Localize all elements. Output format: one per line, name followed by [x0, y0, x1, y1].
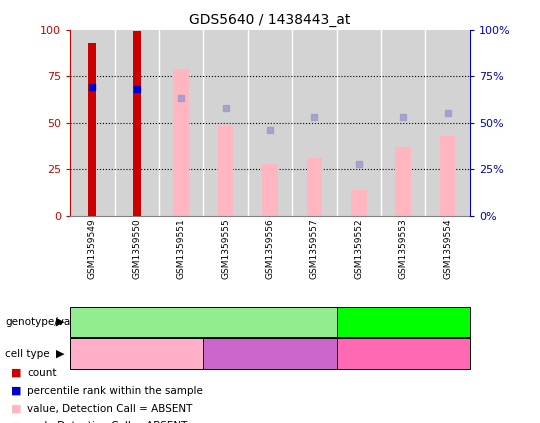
- Bar: [248, 30, 292, 216]
- Bar: [70, 30, 114, 216]
- Text: ■: ■: [11, 421, 21, 423]
- Text: ■: ■: [11, 386, 21, 396]
- Text: ■: ■: [11, 368, 21, 378]
- Bar: [204, 30, 248, 216]
- Bar: [440, 136, 455, 216]
- Bar: [381, 30, 426, 216]
- Bar: [351, 190, 367, 216]
- Text: cell type: cell type: [5, 349, 50, 359]
- Bar: [292, 30, 336, 216]
- Bar: [133, 31, 141, 216]
- Bar: [218, 126, 233, 216]
- Text: percentile rank within the sample: percentile rank within the sample: [27, 386, 203, 396]
- Bar: [426, 30, 470, 216]
- Text: rank, Detection Call = ABSENT: rank, Detection Call = ABSENT: [27, 421, 187, 423]
- Bar: [336, 30, 381, 216]
- Text: count: count: [27, 368, 57, 378]
- Text: pre-B cell: pre-B cell: [112, 349, 161, 359]
- Text: ▶: ▶: [56, 317, 65, 327]
- Bar: [89, 43, 97, 216]
- Text: ■: ■: [11, 404, 21, 414]
- Bar: [173, 69, 189, 216]
- Text: pro-B cell: pro-B cell: [245, 349, 295, 359]
- Text: leukemic B-cell: leukemic B-cell: [363, 349, 443, 359]
- Bar: [159, 30, 204, 216]
- Text: value, Detection Call = ABSENT: value, Detection Call = ABSENT: [27, 404, 192, 414]
- Text: ▶: ▶: [56, 349, 65, 359]
- Bar: [307, 158, 322, 216]
- Bar: [395, 147, 411, 216]
- Text: genotype/variation: genotype/variation: [5, 317, 105, 327]
- Title: GDS5640 / 1438443_at: GDS5640 / 1438443_at: [190, 13, 350, 27]
- Bar: [262, 164, 278, 216]
- Text: wild type: wild type: [180, 317, 227, 327]
- Bar: [114, 30, 159, 216]
- Text: p53/Prkdc
double-knockout: p53/Prkdc double-knockout: [360, 311, 447, 333]
